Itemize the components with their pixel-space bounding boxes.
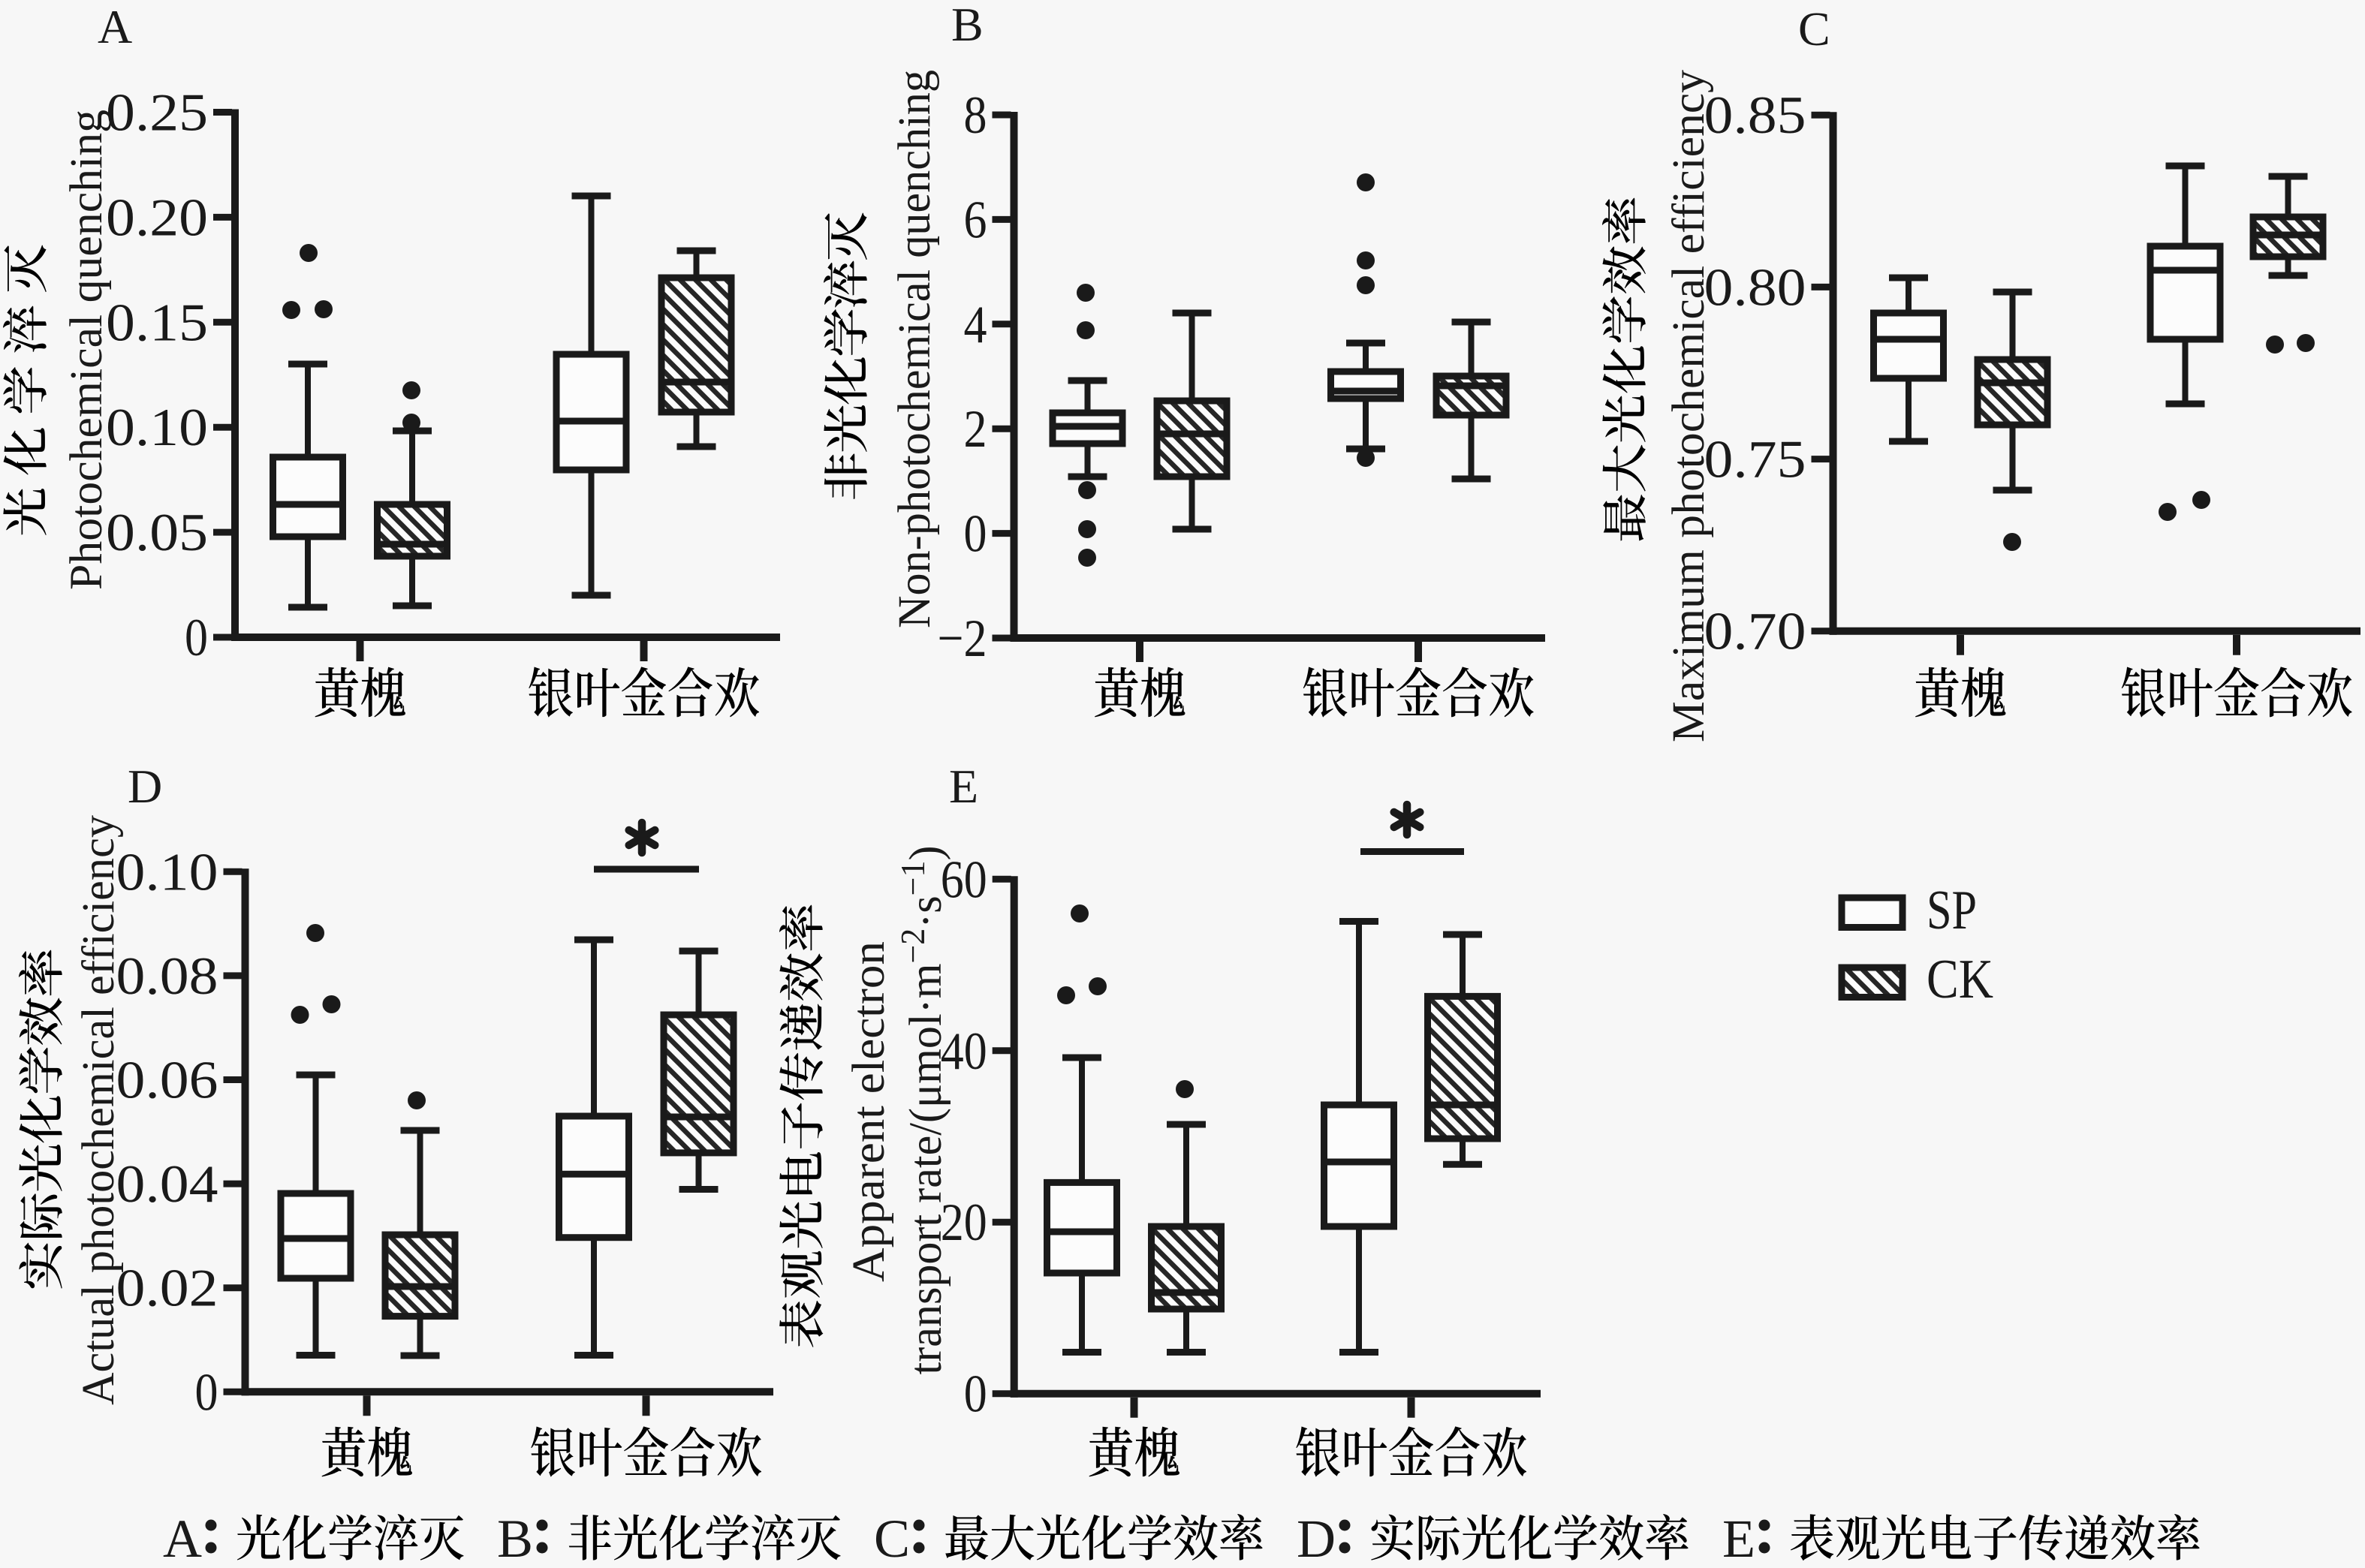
svg-text:60: 60 xyxy=(941,850,987,909)
svg-text:SP: SP xyxy=(1927,880,1977,941)
svg-text:0.05: 0.05 xyxy=(106,504,208,562)
svg-text:C: C xyxy=(874,1509,910,1568)
svg-text:B: B xyxy=(951,0,984,51)
svg-text:Actual photochemical efficienc: Actual photochemical efficiency xyxy=(73,815,124,1405)
svg-text:0.02: 0.02 xyxy=(116,1260,218,1318)
svg-text:0.85: 0.85 xyxy=(1704,86,1806,145)
svg-text:40: 40 xyxy=(941,1022,987,1081)
svg-text:Photochemical quenching: Photochemical quenching xyxy=(61,110,112,590)
svg-text:0: 0 xyxy=(964,1365,987,1424)
svg-text:E: E xyxy=(1722,1509,1755,1568)
svg-text:D: D xyxy=(128,760,162,813)
svg-text:E: E xyxy=(949,760,978,813)
svg-text:0.10: 0.10 xyxy=(106,399,208,457)
svg-text:0.15: 0.15 xyxy=(106,293,208,352)
svg-text:0.75: 0.75 xyxy=(1704,431,1806,489)
svg-text:Non-photochemical quenching: Non-photochemical quenching xyxy=(889,70,940,628)
svg-text:C: C xyxy=(1798,2,1830,56)
svg-text:20: 20 xyxy=(941,1193,987,1252)
svg-text:0.10: 0.10 xyxy=(116,843,218,901)
svg-text:D: D xyxy=(1297,1509,1336,1568)
svg-text:Apparent electron: Apparent electron xyxy=(843,941,894,1282)
svg-text:A: A xyxy=(163,1509,202,1568)
svg-text:transport rate/(μmol·m−2·s−1): transport rate/(μmol·m−2·s−1) xyxy=(894,846,951,1375)
svg-text:0.25: 0.25 xyxy=(106,84,208,143)
svg-text:4: 4 xyxy=(964,296,987,354)
svg-text:0: 0 xyxy=(964,505,987,564)
svg-text:−2: −2 xyxy=(938,609,987,668)
svg-text:0.06: 0.06 xyxy=(116,1052,218,1110)
svg-text:6: 6 xyxy=(964,191,987,249)
svg-text:0.20: 0.20 xyxy=(106,188,208,247)
svg-text:0.04: 0.04 xyxy=(116,1155,218,1214)
svg-text:8: 8 xyxy=(964,86,987,145)
svg-text:0.80: 0.80 xyxy=(1704,258,1806,317)
svg-text:0.08: 0.08 xyxy=(116,947,218,1006)
svg-text:0: 0 xyxy=(185,609,208,667)
svg-text:B: B xyxy=(497,1509,533,1568)
svg-text:CK: CK xyxy=(1927,949,1993,1010)
svg-text:0.70: 0.70 xyxy=(1704,603,1806,661)
svg-text:0: 0 xyxy=(195,1363,218,1422)
svg-text:Maximum photochemical efficien: Maximum photochemical efficiency xyxy=(1663,70,1714,742)
svg-text:2: 2 xyxy=(964,400,987,459)
svg-text:A: A xyxy=(98,0,132,53)
